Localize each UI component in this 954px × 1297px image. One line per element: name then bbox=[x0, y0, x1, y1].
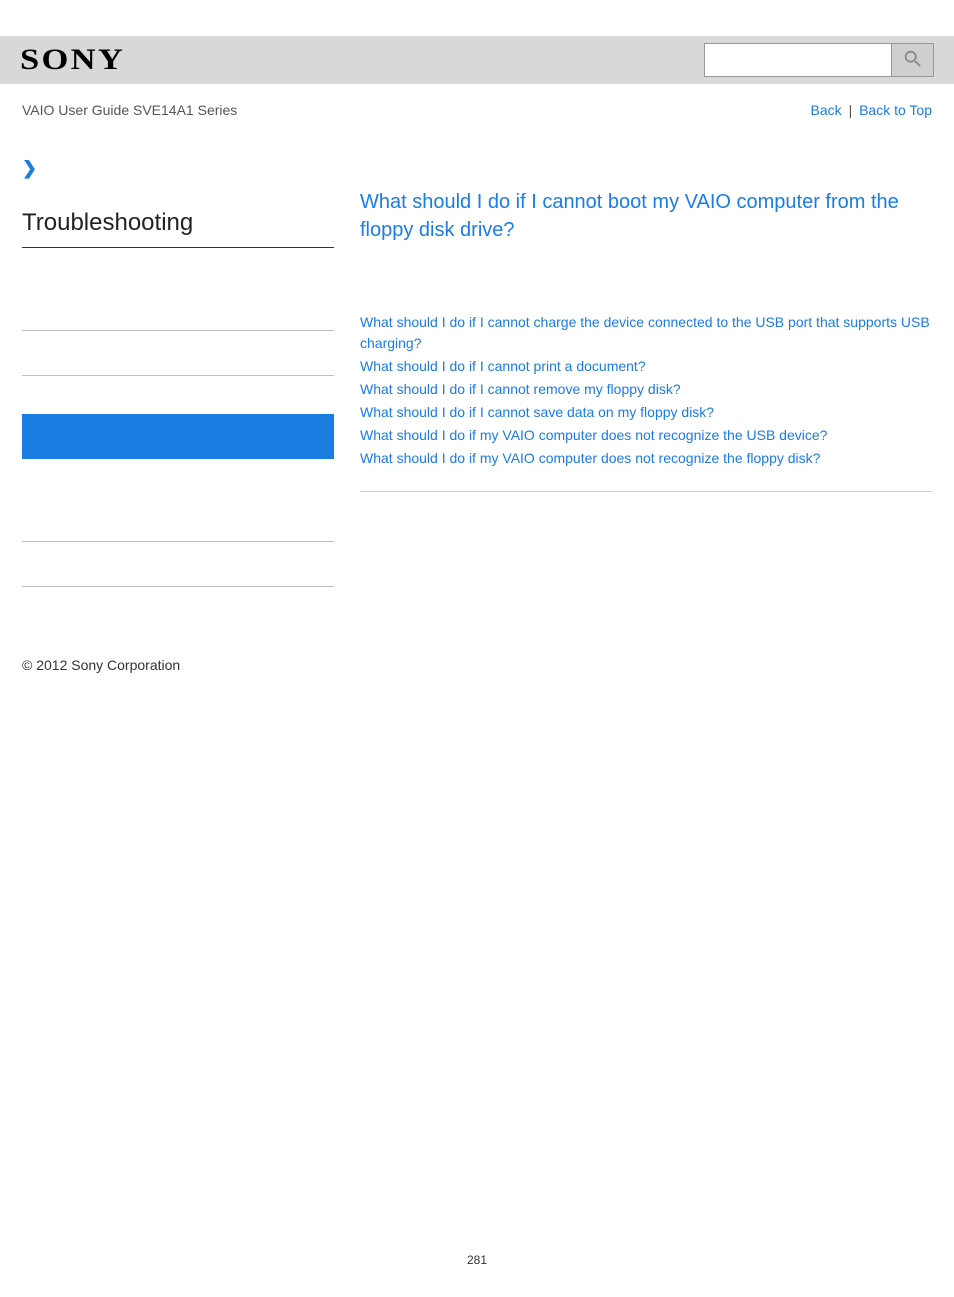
content-wrap: ❯ Troubleshooting What should I do if I … bbox=[0, 118, 954, 587]
page-number: 281 bbox=[0, 1253, 954, 1297]
sidebar-section-title: Troubleshooting bbox=[22, 209, 334, 248]
sidebar-gap bbox=[22, 459, 334, 497]
sidebar-item[interactable] bbox=[22, 286, 334, 331]
link-separator: | bbox=[849, 102, 853, 118]
chevron-right-icon[interactable]: ❯ bbox=[22, 158, 334, 179]
back-to-top-link[interactable]: Back to Top bbox=[859, 102, 932, 118]
related-links-list: What should I do if I cannot charge the … bbox=[360, 312, 932, 469]
sidebar: ❯ Troubleshooting bbox=[22, 158, 334, 587]
sidebar-item[interactable] bbox=[22, 331, 334, 376]
sidebar-item[interactable] bbox=[22, 497, 334, 542]
search-button[interactable] bbox=[892, 43, 934, 77]
search-input[interactable] bbox=[704, 43, 892, 77]
search-icon bbox=[902, 48, 924, 73]
related-link[interactable]: What should I do if I cannot save data o… bbox=[360, 402, 932, 423]
related-link[interactable]: What should I do if my VAIO computer doe… bbox=[360, 425, 932, 446]
related-link[interactable]: What should I do if I cannot print a doc… bbox=[360, 356, 932, 377]
sidebar-gap bbox=[22, 376, 334, 414]
main-content: What should I do if I cannot boot my VAI… bbox=[334, 158, 932, 587]
page-title[interactable]: What should I do if I cannot boot my VAI… bbox=[360, 188, 932, 244]
header-bar: SONY bbox=[0, 36, 954, 84]
sub-header: VAIO User Guide SVE14A1 Series Back | Ba… bbox=[0, 84, 954, 118]
search-container bbox=[704, 43, 934, 77]
top-links: Back | Back to Top bbox=[811, 102, 932, 118]
divider bbox=[360, 491, 932, 492]
footer: © 2012 Sony Corporation bbox=[0, 587, 954, 673]
guide-title: VAIO User Guide SVE14A1 Series bbox=[22, 102, 237, 118]
sidebar-item-active[interactable] bbox=[22, 414, 334, 459]
copyright-text: © 2012 Sony Corporation bbox=[22, 657, 932, 673]
sony-logo: SONY bbox=[20, 43, 125, 77]
related-link[interactable]: What should I do if my VAIO computer doe… bbox=[360, 448, 932, 469]
back-link[interactable]: Back bbox=[811, 102, 842, 118]
sidebar-item[interactable] bbox=[22, 542, 334, 587]
related-link[interactable]: What should I do if I cannot charge the … bbox=[360, 312, 932, 354]
related-link[interactable]: What should I do if I cannot remove my f… bbox=[360, 379, 932, 400]
